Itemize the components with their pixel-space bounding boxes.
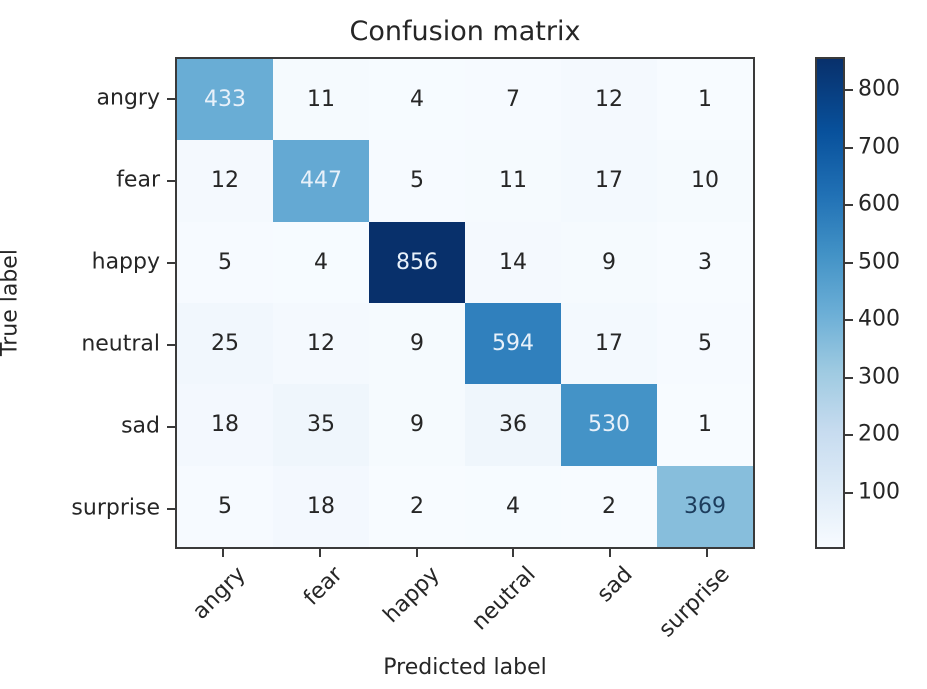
x-tick-label: sad (592, 562, 638, 608)
y-tick-label: surprise (71, 495, 160, 521)
matrix-cell: 2 (369, 465, 465, 547)
x-tick-label: fear (299, 562, 348, 611)
matrix-cell: 433 (177, 59, 273, 141)
y-tick (167, 344, 175, 346)
colorbar-tick-label: 200 (858, 421, 900, 447)
matrix-cell: 5 (177, 221, 273, 303)
matrix-cell: 369 (657, 465, 753, 547)
colorbar-tick-label: 400 (858, 306, 900, 332)
matrix-cell: 4 (369, 59, 465, 141)
colorbar-tick (845, 492, 853, 495)
x-tick (705, 549, 708, 557)
matrix-cell: 12 (561, 59, 657, 141)
matrix-cell: 5 (657, 303, 753, 385)
colorbar-tick (845, 434, 853, 437)
matrix-cell: 447 (273, 140, 369, 222)
matrix-cell: 9 (561, 221, 657, 303)
x-tick-label: neutral (467, 562, 542, 636)
x-axis-label: Predicted label (383, 655, 547, 680)
y-tick (167, 508, 175, 510)
x-tick (609, 549, 611, 557)
x-tick (415, 549, 418, 557)
matrix-cell: 594 (465, 303, 561, 385)
x-tick (512, 549, 515, 557)
colorbar-tick (845, 146, 853, 149)
x-tick-label: angry (188, 562, 252, 625)
matrix-cell: 18 (177, 384, 273, 466)
colorbar-tick-label: 100 (858, 479, 900, 505)
y-tick (167, 426, 175, 428)
colorbar-tick (845, 376, 853, 379)
colorbar-tick-label: 300 (858, 364, 900, 390)
matrix-cell: 17 (561, 140, 657, 222)
y-tick (167, 262, 175, 264)
matrix-cell: 2 (561, 465, 657, 547)
matrix-cell: 18 (273, 465, 369, 547)
y-tick-label: fear (116, 167, 160, 193)
matrix-cell: 1 (657, 384, 753, 466)
matrix-cell: 7 (465, 59, 561, 141)
y-tick (167, 98, 175, 100)
matrix-cell: 4 (273, 221, 369, 303)
matrix-cell: 11 (273, 59, 369, 141)
matrix-cell: 3 (657, 221, 753, 303)
y-tick-label: happy (91, 249, 160, 275)
matrix-cell: 17 (561, 303, 657, 385)
colorbar-tick-label: 500 (858, 249, 900, 275)
matrix-cell: 25 (177, 303, 273, 385)
matrix-cell: 11 (465, 140, 561, 222)
matrix-cell: 12 (273, 303, 369, 385)
y-tick-label: neutral (81, 331, 160, 357)
y-tick-label: sad (121, 413, 160, 439)
chart-title: Confusion matrix (349, 16, 581, 47)
matrix-cell: 9 (369, 303, 465, 385)
matrix-cell: 12 (177, 140, 273, 222)
matrix-cell: 36 (465, 384, 561, 466)
colorbar-tick-label: 700 (858, 134, 900, 160)
colorbar-tick-label: 600 (858, 191, 900, 217)
x-tick (319, 549, 321, 557)
matrix-cell: 9 (369, 384, 465, 466)
matrix-cell: 5 (369, 140, 465, 222)
x-tick-label: happy (378, 562, 445, 629)
y-axis-label: True label (0, 249, 23, 356)
matrix-cell: 14 (465, 221, 561, 303)
colorbar-tick-label: 800 (858, 76, 900, 102)
x-tick-label: surprise (654, 562, 735, 643)
matrix-cell: 10 (657, 140, 753, 222)
matrix-cell: 530 (561, 384, 657, 466)
heatmap-grid: 433 11 4 7 12 1 12 447 5 11 17 10 5 4 856 14 9 3 25 12 9 594 1… (177, 59, 753, 547)
x-tick (222, 549, 225, 557)
y-tick-label: angry (96, 85, 160, 111)
matrix-cell: 5 (177, 465, 273, 547)
colorbar-tick (845, 261, 853, 264)
matrix-cell: 856 (369, 221, 465, 303)
matrix-cell: 35 (273, 384, 369, 466)
y-tick (167, 180, 175, 182)
matrix-cell: 4 (465, 465, 561, 547)
colorbar-tick (845, 204, 853, 207)
matrix-cell: 1 (657, 59, 753, 141)
heatmap-plot-area: 433 11 4 7 12 1 12 447 5 11 17 10 5 4 856 14 9 3 25 12 9 594 1… (175, 57, 755, 549)
colorbar-tick (845, 89, 853, 92)
colorbar-tick (845, 319, 853, 322)
colorbar (815, 57, 845, 549)
